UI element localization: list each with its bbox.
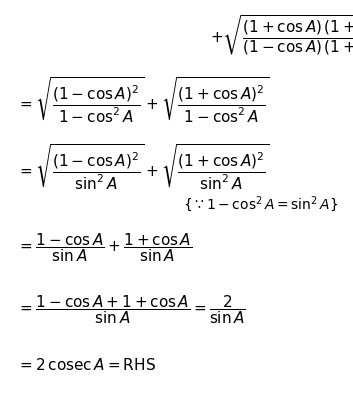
Text: $= \sqrt{\dfrac{(1-\cos A)^2}{1-\cos^2 A}} + \sqrt{\dfrac{(1+\cos A)^2}{1-\cos^2: $= \sqrt{\dfrac{(1-\cos A)^2}{1-\cos^2 A… bbox=[17, 76, 270, 125]
Text: $= 2\,\mathrm{cosec}\, A = \mathrm{RHS}$: $= 2\,\mathrm{cosec}\, A = \mathrm{RHS}$ bbox=[17, 357, 156, 373]
Text: $\{\because 1 - \cos^2 A = \sin^2 A\}$: $\{\because 1 - \cos^2 A = \sin^2 A\}$ bbox=[183, 194, 339, 214]
Text: $= \dfrac{1-\cos A}{\sin A} + \dfrac{1+\cos A}{\sin A}$: $= \dfrac{1-\cos A}{\sin A} + \dfrac{1+\… bbox=[17, 232, 192, 264]
Text: $= \dfrac{1-\cos A+1+\cos A}{\sin A} = \dfrac{2}{\sin A}$: $= \dfrac{1-\cos A+1+\cos A}{\sin A} = \… bbox=[17, 293, 246, 326]
Text: $+ \sqrt{\dfrac{(1+\cos A)\,(1+\cos A)}{(1-\cos A)\,(1+\cos A)}}$: $+ \sqrt{\dfrac{(1+\cos A)\,(1+\cos A)}{… bbox=[210, 13, 353, 57]
Text: $= \sqrt{\dfrac{(1-\cos A)^2}{\sin^2 A}} + \sqrt{\dfrac{(1+\cos A)^2}{\sin^2 A}}: $= \sqrt{\dfrac{(1-\cos A)^2}{\sin^2 A}}… bbox=[17, 143, 270, 192]
